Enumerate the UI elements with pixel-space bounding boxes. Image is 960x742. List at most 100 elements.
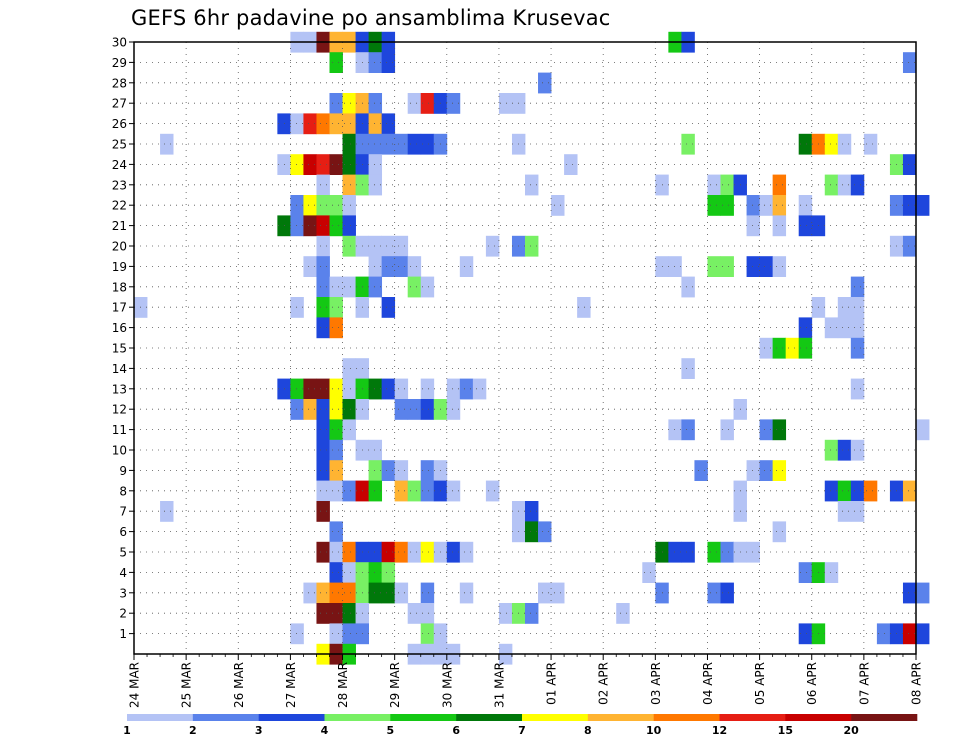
heat-cell — [916, 582, 930, 604]
heat-cell — [446, 399, 461, 420]
heat-cell — [368, 52, 383, 73]
heat-cell — [772, 195, 787, 216]
heat-cell — [837, 297, 852, 318]
heat-cell — [759, 419, 774, 441]
heat-cell — [303, 113, 317, 135]
heat-cell — [420, 460, 435, 481]
x-tick-label: 24 MAR — [128, 662, 142, 708]
x-axis: 24 MAR 25 MAR 26 MAR 27 MAR 28 MAR 29 MAR 30 M… — [128, 654, 924, 708]
heat-cell — [772, 521, 787, 543]
heat-cell — [381, 297, 396, 318]
heat-cell — [772, 337, 787, 359]
y-tick-label: 10 — [112, 444, 127, 458]
x-tick-label: 08 APR — [910, 662, 924, 705]
heat-cell — [668, 419, 682, 441]
y-tick-label: 12 — [112, 403, 127, 417]
heat-cell — [303, 399, 317, 420]
heat-cell — [290, 215, 304, 237]
heat-cell — [850, 378, 865, 400]
legend-swatch — [456, 714, 523, 721]
heat-cell — [342, 541, 356, 563]
heat-cell — [707, 541, 721, 563]
heat-cell — [381, 235, 396, 257]
heat-cell — [329, 297, 343, 318]
legend-swatch — [587, 714, 654, 721]
heat-cell — [876, 623, 891, 645]
heat-cell — [538, 582, 552, 604]
heat-cell — [772, 256, 787, 277]
heat-cell — [902, 480, 917, 502]
legend-label: 6 — [452, 724, 460, 737]
legend-label: 8 — [584, 724, 592, 737]
heat-cell — [316, 154, 330, 175]
chart-title: GEFS 6hr padavine po ansamblima Krusevac — [131, 6, 611, 30]
heat-cell — [420, 582, 435, 604]
legend: 1 2 3 4 5 6 7 8 10 12 15 20 — [123, 714, 918, 737]
heat-cell — [342, 215, 356, 237]
heat-cell — [746, 460, 760, 481]
heat-cell — [342, 133, 356, 155]
heat-cell — [342, 378, 356, 400]
y-tick-label: 22 — [112, 199, 127, 213]
heat-cell — [472, 378, 487, 400]
heat-cell — [720, 174, 734, 196]
heat-cell — [381, 582, 396, 604]
heat-cell — [772, 215, 787, 237]
y-tick-label: 5 — [119, 546, 127, 560]
heat-cell — [668, 541, 682, 563]
y-tick-label: 26 — [112, 117, 127, 131]
legend-label: 1 — [123, 724, 131, 737]
heat-cell — [329, 378, 343, 400]
heat-cell — [303, 256, 317, 277]
heat-cell — [342, 154, 356, 175]
heat-cell — [720, 419, 734, 441]
heat-cell — [316, 215, 330, 237]
x-tick-label: 02 APR — [597, 662, 611, 705]
heat-cell — [342, 235, 356, 257]
heat-cell — [420, 133, 435, 155]
heat-cell — [772, 460, 787, 481]
heat-cell — [798, 317, 813, 339]
heat-cell — [681, 541, 695, 563]
x-tick-label: 04 APR — [701, 662, 715, 705]
legend-label: 2 — [189, 724, 197, 737]
heat-cell — [329, 215, 343, 237]
x-tick-label: 03 APR — [649, 662, 663, 705]
legend-swatch — [719, 714, 786, 721]
heat-cell — [420, 378, 435, 400]
heat-cell — [902, 235, 917, 257]
y-tick-label: 23 — [112, 178, 127, 192]
legend-swatch — [192, 714, 259, 721]
heat-cell — [707, 174, 721, 196]
heat-cell — [916, 195, 930, 216]
heat-cell — [342, 582, 356, 604]
heat-cell — [329, 439, 343, 461]
heat-cell — [368, 378, 383, 400]
heat-cell — [668, 256, 682, 277]
heat-cell — [329, 460, 343, 481]
heat-cell — [407, 399, 422, 420]
heat-cell — [824, 317, 839, 339]
heat-cell — [303, 154, 317, 175]
heat-cell — [329, 154, 343, 175]
heat-cell — [342, 93, 356, 114]
heat-cell — [316, 174, 330, 196]
heat-cell — [459, 256, 474, 277]
heat-cell — [329, 195, 343, 216]
y-tick-label: 18 — [112, 280, 127, 294]
x-tick-label: 06 APR — [805, 662, 819, 705]
heat-cell — [525, 174, 539, 196]
heat-cell — [368, 133, 383, 155]
heat-cell — [329, 419, 343, 441]
heat-cell — [316, 297, 330, 318]
heat-cell — [916, 623, 930, 645]
legend-swatch — [653, 714, 720, 721]
heat-cell — [368, 480, 383, 502]
heat-cell — [707, 195, 721, 216]
heat-cell — [160, 501, 174, 522]
heat-cell — [342, 623, 356, 645]
heat-cell — [707, 582, 721, 604]
heat-cell — [381, 378, 396, 400]
heat-cell — [902, 623, 917, 645]
y-tick-label: 29 — [112, 56, 127, 70]
